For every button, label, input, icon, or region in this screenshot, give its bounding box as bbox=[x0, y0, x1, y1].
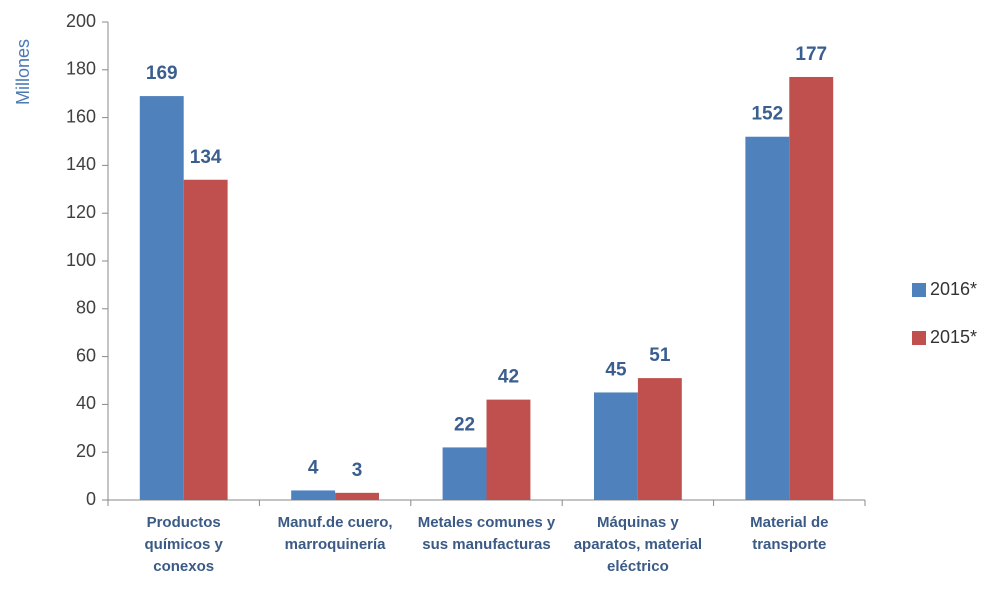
y-tick-label: 20 bbox=[76, 441, 96, 461]
y-tick-label: 100 bbox=[66, 250, 96, 270]
y-tick-label: 40 bbox=[76, 393, 96, 413]
bar bbox=[291, 490, 336, 500]
bar bbox=[442, 447, 487, 500]
data-label: 177 bbox=[795, 44, 827, 65]
bar bbox=[139, 96, 184, 500]
data-label: 22 bbox=[454, 414, 475, 435]
data-label: 51 bbox=[649, 345, 671, 366]
y-tick-label: 180 bbox=[66, 59, 96, 79]
y-tick-label: 200 bbox=[66, 11, 96, 31]
data-label: 4 bbox=[308, 457, 319, 478]
legend-label: 2016* bbox=[930, 279, 977, 299]
bar bbox=[335, 492, 380, 500]
x-tick-label: Productos químicos y conexos bbox=[144, 514, 223, 575]
bar bbox=[593, 392, 638, 500]
legend-label: 2015* bbox=[930, 327, 977, 347]
legend-swatch bbox=[912, 283, 926, 297]
y-tick-label: 0 bbox=[86, 489, 96, 509]
bar bbox=[486, 399, 531, 500]
x-tick-label: Metales comunes y sus manufacturas bbox=[417, 514, 556, 553]
x-tick-label: Manuf.de cuero, marroquinería bbox=[277, 514, 393, 553]
data-label: 169 bbox=[146, 63, 178, 84]
y-tick-label: 140 bbox=[66, 154, 96, 174]
data-label: 134 bbox=[190, 147, 222, 168]
y-tick-label: 120 bbox=[66, 202, 96, 222]
bar bbox=[183, 179, 228, 501]
bar bbox=[789, 76, 834, 500]
y-tick-label: 80 bbox=[76, 298, 96, 318]
x-tick-label: Máquinas y aparatos, material eléctrico bbox=[573, 514, 703, 575]
x-tick-label: Material de transporte bbox=[750, 514, 829, 553]
data-label: 45 bbox=[605, 359, 627, 380]
y-axis-label: Millones bbox=[13, 39, 33, 105]
data-label: 3 bbox=[352, 460, 363, 481]
data-label: 42 bbox=[498, 367, 519, 388]
y-tick-label: 60 bbox=[76, 345, 96, 365]
bar bbox=[637, 378, 682, 500]
data-label: 152 bbox=[751, 104, 783, 125]
bar bbox=[745, 136, 790, 500]
legend-swatch bbox=[912, 331, 926, 345]
y-tick-label: 160 bbox=[66, 106, 96, 126]
